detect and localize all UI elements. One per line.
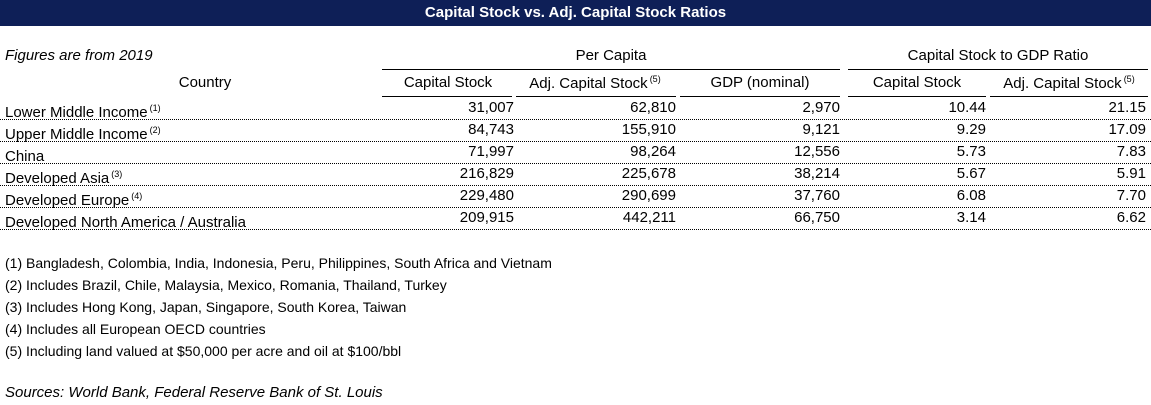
- country-cell: Developed North America / Australia: [5, 214, 246, 231]
- gdp-cell: 37,760: [794, 187, 840, 204]
- ratio-adj-cell: 21.15: [1108, 99, 1146, 116]
- adj-capital-stock-cell: 62,810: [630, 99, 676, 116]
- country-cell: Developed Asia (3): [5, 169, 123, 187]
- capital-stock-cell: 229,480: [459, 187, 514, 204]
- country-cell: China: [5, 148, 45, 165]
- ratio-adj-cell: 7.70: [1116, 187, 1146, 204]
- gdp-cell: 38,214: [794, 165, 840, 182]
- ratio-adj-cell: 17.09: [1108, 121, 1146, 138]
- country-cell: Upper Middle Income (2): [5, 125, 161, 143]
- adj-capital-stock-cell: 290,699: [621, 187, 676, 204]
- group-header-capital-stock-gdp: Capital Stock to GDP Ratio: [907, 47, 1089, 64]
- capital-stock-cell: 84,743: [468, 121, 514, 138]
- col-header-adj-capital-stock-label: Adj. Capital Stock: [529, 75, 648, 92]
- capital-stock-cell: 31,007: [468, 99, 514, 116]
- row-divider: [0, 119, 1151, 120]
- footnote-ref: (5): [1123, 74, 1135, 84]
- row-divider: [0, 163, 1151, 164]
- adj-capital-stock-cell: 442,211: [622, 209, 676, 226]
- ratio-capital-stock-cell: 10.44: [948, 99, 986, 116]
- adj-capital-stock-cell: 225,678: [621, 165, 676, 182]
- capital-stock-cell: 209,915: [459, 209, 514, 226]
- gdp-cell: 9,121: [802, 121, 840, 138]
- footnote-ref: (5): [649, 74, 661, 84]
- ratio-adj-cell: 7.83: [1116, 143, 1146, 160]
- table-title: Capital Stock vs. Adj. Capital Stock Rat…: [0, 0, 1151, 26]
- country-cell: Developed Europe (4): [5, 191, 143, 209]
- group-underline-capital-stock-gdp: [848, 69, 1148, 70]
- col-header-country: Country: [178, 74, 232, 91]
- row-divider: [0, 207, 1151, 208]
- table-row: Developed Europe (4) 229,480 290,699 37,7…: [0, 186, 1151, 209]
- row-divider: [0, 185, 1151, 186]
- adj-capital-stock-cell: 155,910: [621, 121, 676, 138]
- col-header-ratio-capital-stock: Capital Stock: [872, 74, 962, 91]
- ratio-capital-stock-cell: 3.14: [956, 209, 986, 226]
- sources-note: Sources: World Bank, Federal Reserve Ban…: [5, 384, 383, 401]
- gdp-cell: 12,556: [794, 143, 840, 160]
- ratio-adj-cell: 6.62: [1116, 209, 1146, 226]
- col-underline-ratio-adj: [990, 96, 1148, 97]
- col-header-adj-capital-stock: Adj. Capital Stock (5): [514, 74, 676, 92]
- table-row: China 71,997 98,264 12,556 5.73 7.83: [0, 142, 1151, 165]
- footnote-3: (3) Includes Hong Kong, Japan, Singapore…: [5, 299, 407, 315]
- gdp-cell: 2,970: [802, 99, 840, 116]
- footnote-1: (1) Bangladesh, Colombia, India, Indones…: [5, 255, 552, 271]
- figures-year-note: Figures are from 2019: [5, 47, 153, 64]
- capital-stock-cell: 71,997: [468, 143, 514, 160]
- adj-capital-stock-cell: 98,264: [630, 143, 676, 160]
- ratio-capital-stock-cell: 5.67: [956, 165, 986, 182]
- row-divider: [0, 229, 1151, 230]
- col-header-ratio-adj-capital-stock-label: Adj. Capital Stock: [1003, 75, 1122, 92]
- country-cell: Lower Middle Income (1): [5, 103, 161, 121]
- group-header-per-capita: Per Capita: [575, 47, 647, 64]
- gdp-cell: 66,750: [794, 209, 840, 226]
- col-underline-capital-stock: [382, 96, 512, 97]
- col-header-capital-stock: Capital Stock: [403, 74, 493, 91]
- col-underline-ratio-capital-stock: [848, 96, 986, 97]
- table-row: Upper Middle Income (2) 84,743 155,910 9,…: [0, 120, 1151, 143]
- row-divider: [0, 141, 1151, 142]
- col-header-ratio-adj-capital-stock: Adj. Capital Stock (5): [990, 74, 1148, 92]
- footnote-4: (4) Includes all European OECD countries: [5, 321, 266, 337]
- group-underline-per-capita: [382, 69, 840, 70]
- ratio-capital-stock-cell: 9.29: [956, 121, 986, 138]
- table-row: Developed Asia (3) 216,829 225,678 38,214…: [0, 164, 1151, 187]
- footnote-2: (2) Includes Brazil, Chile, Malaysia, Me…: [5, 277, 447, 293]
- footnote-5: (5) Including land valued at $50,000 per…: [5, 343, 402, 359]
- ratio-capital-stock-cell: 6.08: [956, 187, 986, 204]
- capital-stock-cell: 216,829: [459, 165, 514, 182]
- table-row: Developed North America / Australia 209,…: [0, 208, 1151, 231]
- ratio-adj-cell: 5.91: [1116, 165, 1146, 182]
- col-underline-gdp: [680, 96, 840, 97]
- col-header-gdp-nominal: GDP (nominal): [710, 74, 810, 91]
- ratio-capital-stock-cell: 5.73: [956, 143, 986, 160]
- col-underline-adj-capital-stock: [516, 96, 676, 97]
- table-row: Lower Middle Income (1) 31,007 62,810 2,9…: [0, 98, 1151, 121]
